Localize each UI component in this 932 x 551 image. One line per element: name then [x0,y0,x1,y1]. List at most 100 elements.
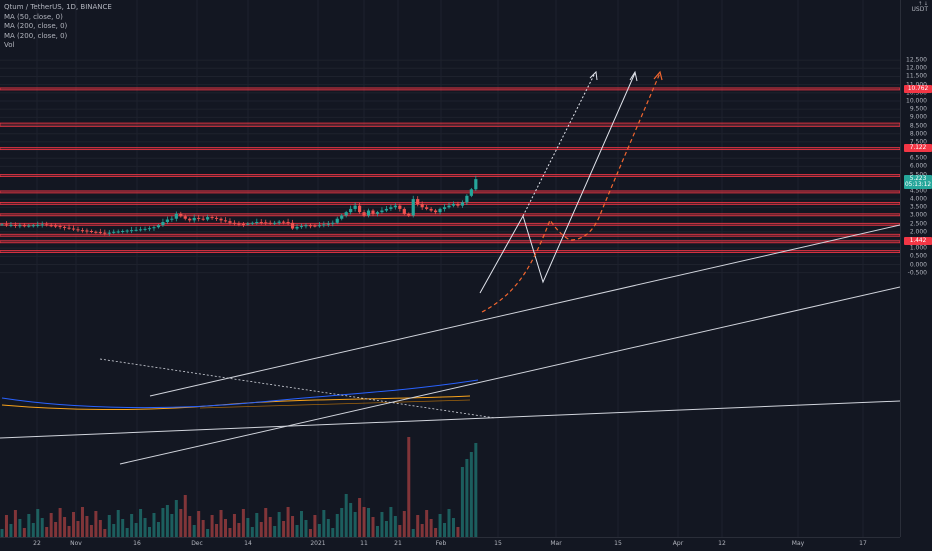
price-label: 4.000 [909,195,927,203]
volume-bar-83 [371,517,375,537]
volume-bar-69 [308,529,312,537]
indicator-volume[interactable]: Vol [4,41,15,50]
resistance-zone-0 [0,87,901,91]
volume-bar-35 [156,522,160,537]
volume-bar-94 [420,524,424,537]
candle-body-75 [335,218,339,223]
candle-body-23 [103,232,107,234]
candle-body-66 [295,226,299,229]
candle-body-47 [210,217,214,219]
price-label: 3.000 [909,211,927,219]
candle-body-35 [156,225,161,228]
ma200-line [1,379,479,409]
candle-body-91 [407,213,411,216]
time-label: 14 [244,540,252,547]
time-label: 22 [33,540,41,547]
candle-body-29 [130,230,134,232]
candle-body-93 [416,199,420,205]
volume-bar-47 [210,515,214,537]
candle-body-16 [71,228,76,230]
price-label: 0.000 [909,261,927,268]
candle-body-70 [313,225,317,227]
volume-bar-106 [474,443,478,537]
volume-bar-80 [358,498,362,537]
price-label: 12.500 [906,56,927,64]
price-label: 2.000 [909,228,927,236]
volume-bar-32 [143,518,147,537]
candle-body-68 [304,225,308,227]
candle-body-44 [197,217,201,219]
price-scale[interactable]: ↑ ↓ USDT 12.50012.00011.50011.00010.5001… [900,0,932,537]
volume-bar-38 [170,514,174,537]
price-label: -0.500 [907,269,927,277]
alt-projection-arrowhead [589,70,598,81]
time-label: 15 [494,540,502,547]
price-label: 0.500 [909,252,927,260]
volume-bar-72 [322,510,326,537]
candle-body-98 [438,208,442,213]
time-label: Feb [435,540,447,547]
volume-bar-36 [161,508,165,537]
candle-body-77 [344,212,348,216]
currency-label: ↑ ↓ USDT [911,1,929,13]
volume-bar-86 [384,521,388,537]
volume-bar-40 [179,509,183,537]
candle-body-15 [67,227,71,229]
candle-body-99 [442,207,447,209]
candle-body-6 [27,225,31,227]
candle-body-38 [170,218,174,220]
candle-body-4 [18,225,22,227]
price-tag-3: 05:13:12 [904,180,932,189]
candle-body-50 [223,220,228,222]
time-label: Apr [672,540,684,547]
symbol-title[interactable]: Qtum / TetherUS, 1D, BINANCE [4,3,112,11]
candle-body-90 [402,208,406,214]
price-label: 9.000 [909,113,927,121]
candle-body-0 [0,224,4,226]
time-label: Dec [191,540,203,547]
resistance-zone-7 [0,222,901,226]
time-scale[interactable]: 22 Nov 16 Dec 14 2021 11 21 Feb 15 Mar 15 Apr 12 May 17 [0,537,900,551]
candle-body-71 [317,225,321,227]
time-label: 12 [718,540,726,547]
price-label: 5.500 [910,171,927,178]
candle-body-102 [456,204,460,206]
candle-body-84 [375,212,380,214]
candle-body-74 [331,222,335,224]
volume-bar-95 [425,510,429,537]
indicator-ma200-b[interactable]: MA (200, close, 0) [4,31,68,40]
candle-body-62 [277,221,281,223]
candle-body-58 [259,221,263,223]
alt-projection-dashed [522,72,596,217]
resistance-zone-9 [0,240,901,244]
volume-bar-100 [447,509,451,537]
price-label: 10.000 [906,97,927,105]
volume-bar-9 [40,518,44,537]
candle-body-100 [447,205,451,208]
price-label: 9.500 [909,105,927,113]
volume-bar-42 [188,516,192,537]
volume-bar-8 [36,509,40,537]
candle-body-104 [465,195,469,203]
candle-body-63 [282,221,286,223]
volume-bar-33 [148,527,152,537]
volume-bar-76 [340,508,344,537]
volume-bar-3 [13,510,17,537]
price-tag-4: 1.442 [904,236,932,245]
volume-bar-57 [255,513,259,537]
indicator-ma50[interactable]: MA (50, close, 0) [4,12,63,21]
resistance-zone-4 [0,190,901,194]
volume-bar-12 [54,522,58,537]
orange-projection-path [481,72,661,313]
volume-bar-99 [443,523,447,537]
channel-upper-trendline [149,224,901,397]
candle-body-12 [54,225,58,227]
candle-body-105 [469,189,473,196]
volume-bar-7 [31,523,35,537]
time-label: 11 [360,540,368,547]
indicator-ma200[interactable]: MA (200, close, 0) [4,22,68,31]
volume-bar-102 [456,527,460,537]
volume-bar-87 [389,507,393,537]
candle-body-2 [9,224,13,226]
